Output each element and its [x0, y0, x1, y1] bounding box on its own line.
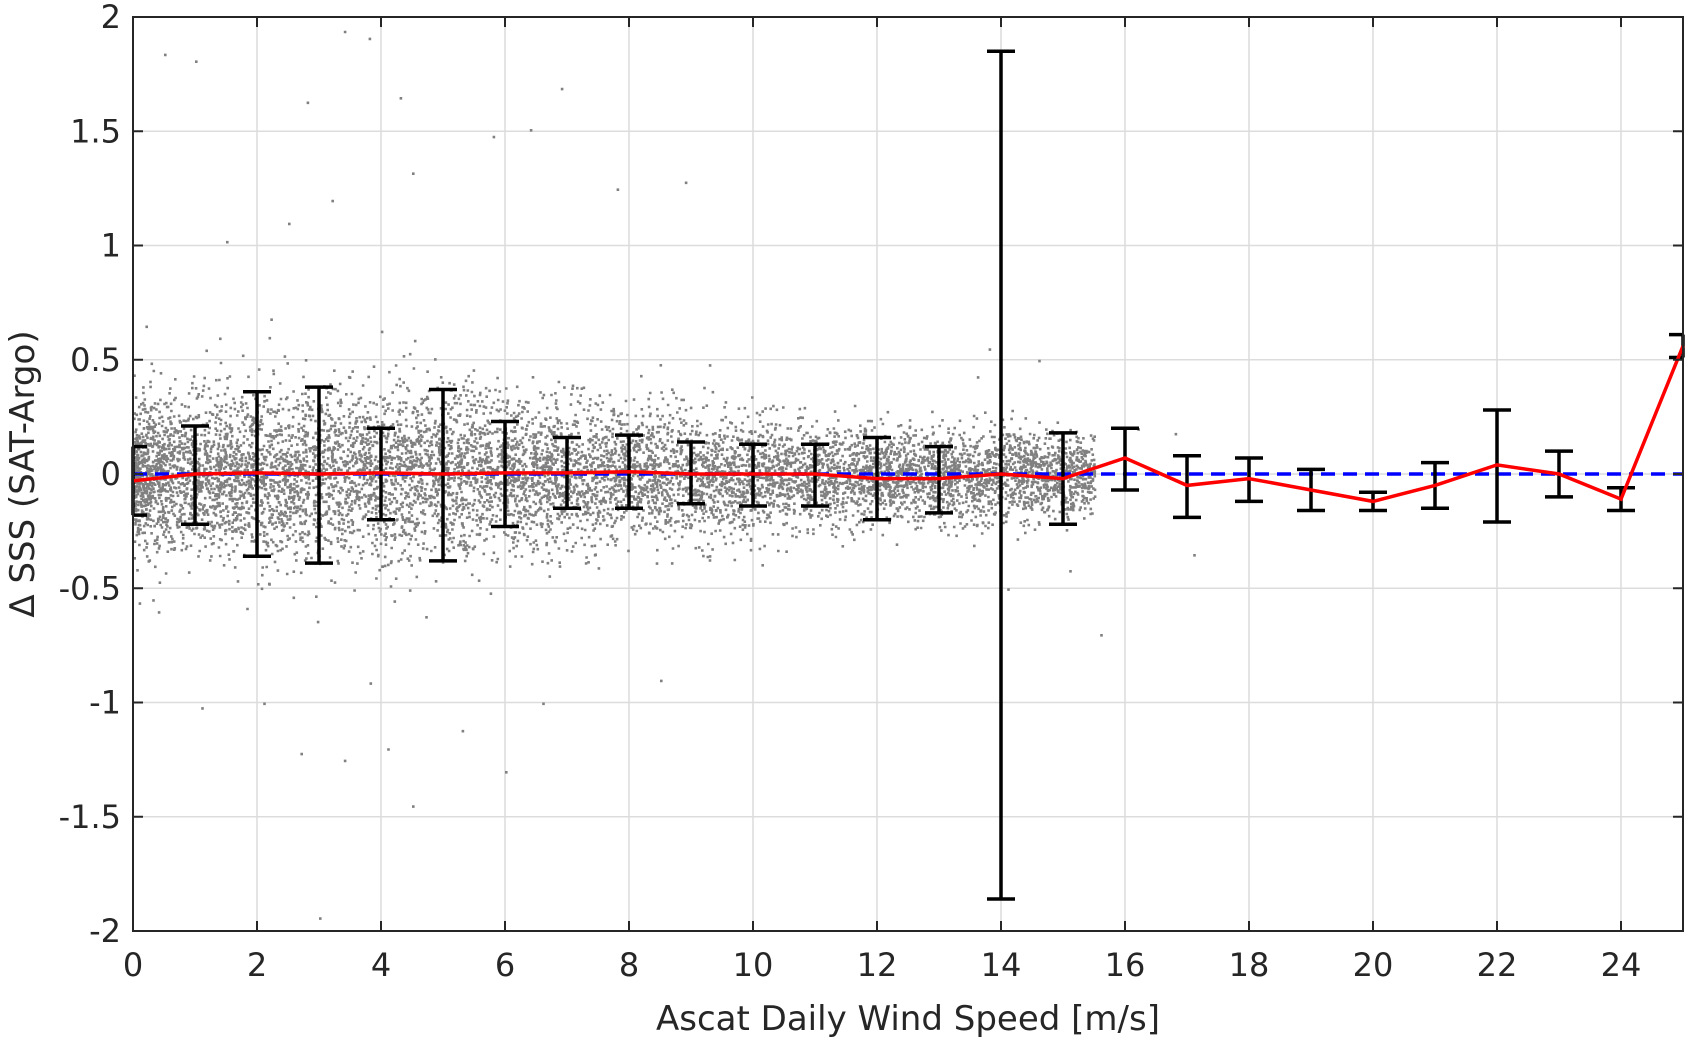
x-tick-label: 4	[371, 946, 391, 984]
x-tick-labels: 0 2 4 6 8 10 12 14 16 18 20 22 24	[123, 946, 1642, 984]
y-tick-label: -1	[89, 684, 121, 722]
x-tick-label: 2	[247, 946, 267, 984]
x-tick-label: 10	[733, 946, 774, 984]
x-tick-label: 16	[1105, 946, 1146, 984]
y-tick-label: 2	[101, 0, 121, 36]
x-tick-label: 22	[1477, 946, 1518, 984]
mean-line	[132, 345, 1685, 504]
x-tick-label: 8	[619, 946, 639, 984]
y-tick-label: -0.5	[59, 569, 121, 607]
y-tick-label: -1.5	[59, 798, 121, 836]
x-tick-label: 0	[123, 946, 143, 984]
x-tick-label: 24	[1601, 946, 1642, 984]
x-tick-label: 20	[1353, 946, 1394, 984]
x-tick-label: 12	[857, 946, 898, 984]
x-tick-label: 18	[1229, 946, 1270, 984]
y-axis-title: Δ SSS (SAT-Argo)	[3, 330, 43, 617]
x-axis-title: Ascat Daily Wind Speed [m/s]	[656, 999, 1160, 1039]
y-tick-label: 0	[101, 455, 121, 493]
y-tick-label: 1.5	[70, 112, 121, 150]
ticks	[132, 16, 1683, 932]
x-tick-label: 6	[495, 946, 515, 984]
y-tick-labels: 2 1.5 1 0.5 0 -0.5 -1 -1.5 -2	[59, 0, 121, 950]
x-tick-label: 14	[981, 946, 1022, 984]
y-tick-label: -2	[89, 912, 121, 950]
y-tick-label: 0.5	[70, 341, 121, 379]
y-tick-label: 1	[101, 227, 121, 265]
